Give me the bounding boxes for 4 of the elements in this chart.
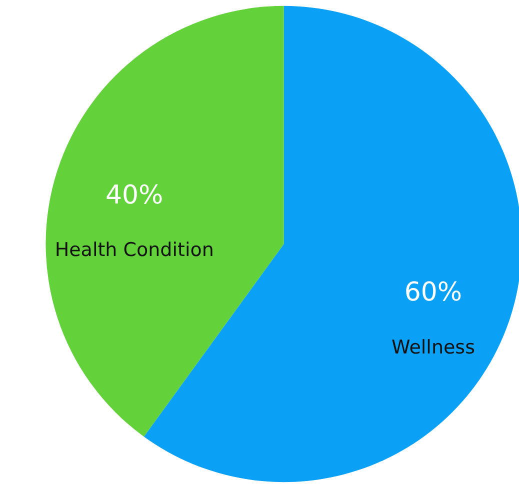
data-label: 40% — [105, 180, 164, 210]
slice-label: Wellness — [392, 336, 475, 359]
data-label: 60% — [404, 278, 462, 308]
slice-label: Health Condition — [54, 239, 214, 262]
